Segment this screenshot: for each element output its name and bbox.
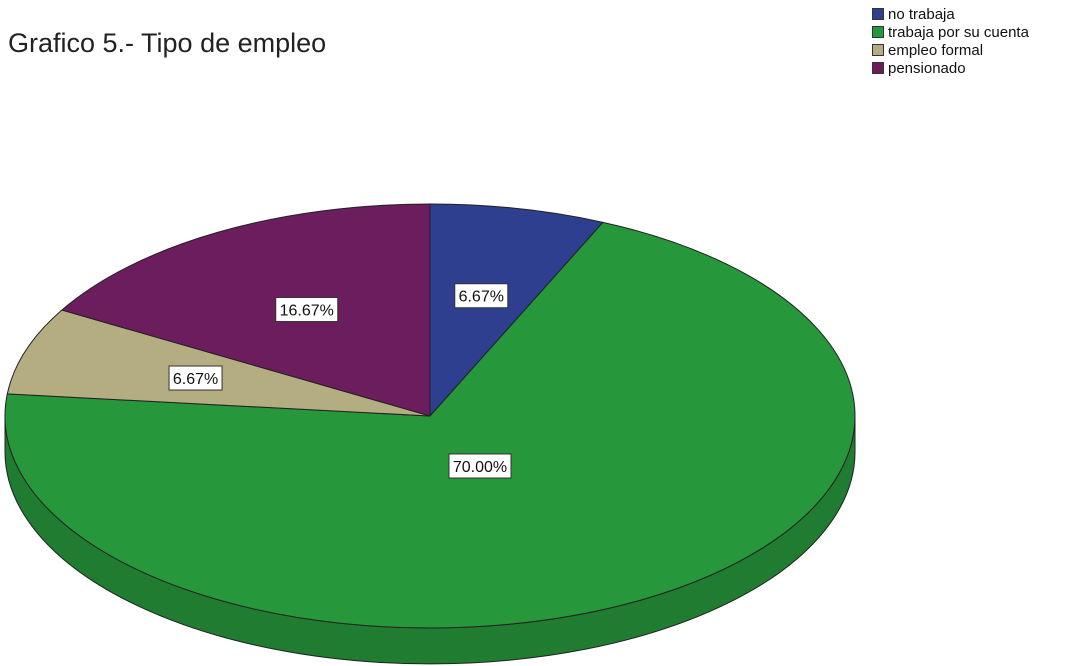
pie-slice-empleo-formal <box>6 309 431 417</box>
legend-item-pensionado: pensionado <box>872 59 1029 77</box>
data-label-box-empleo-formal <box>168 365 223 391</box>
pie-slice-trabaja-por-su-cuenta <box>4 221 856 629</box>
data-label-box-trabaja-por-su-cuenta <box>448 453 512 479</box>
data-label-box-no-trabaja <box>454 283 509 309</box>
legend-label-trabaja-por-su-cuenta: trabaja por su cuenta <box>888 23 1029 41</box>
data-label-text-pensionado: 16.67% <box>280 303 334 320</box>
legend-swatch-empleo-formal <box>872 44 884 56</box>
legend-swatch-pensionado <box>872 62 884 74</box>
data-label-no-trabaja: 6.67% <box>454 283 509 309</box>
legend-label-no-trabaja: no trabaja <box>888 5 955 23</box>
chart-title: Grafico 5.- Tipo de empleo <box>8 28 327 58</box>
pie-slice-pensionado <box>60 203 431 417</box>
pie-slice-no-trabaja <box>429 203 604 418</box>
data-label-box-pensionado <box>275 297 339 323</box>
data-label-text-empleo-formal: 6.67% <box>173 371 218 388</box>
data-label-trabaja-por-su-cuenta: 70.00% <box>448 453 512 479</box>
data-label-pensionado: 16.67% <box>275 297 339 323</box>
legend-swatch-trabaja-por-su-cuenta <box>872 26 884 38</box>
legend-item-no-trabaja: no trabaja <box>872 5 1029 23</box>
legend-label-pensionado: pensionado <box>888 59 966 77</box>
legend-item-trabaja-por-su-cuenta: trabaja por su cuenta <box>872 23 1029 41</box>
legend-item-empleo-formal: empleo formal <box>872 41 1029 59</box>
data-label-empleo-formal: 6.67% <box>168 365 223 391</box>
legend-label-empleo-formal: empleo formal <box>888 41 984 59</box>
chart-legend: no trabaja trabaja por su cuenta empleo … <box>872 5 1029 77</box>
data-label-text-trabaja-por-su-cuenta: 70.00% <box>453 459 507 476</box>
legend-swatch-no-trabaja <box>872 8 884 20</box>
data-label-text-no-trabaja: 6.67% <box>459 289 504 306</box>
